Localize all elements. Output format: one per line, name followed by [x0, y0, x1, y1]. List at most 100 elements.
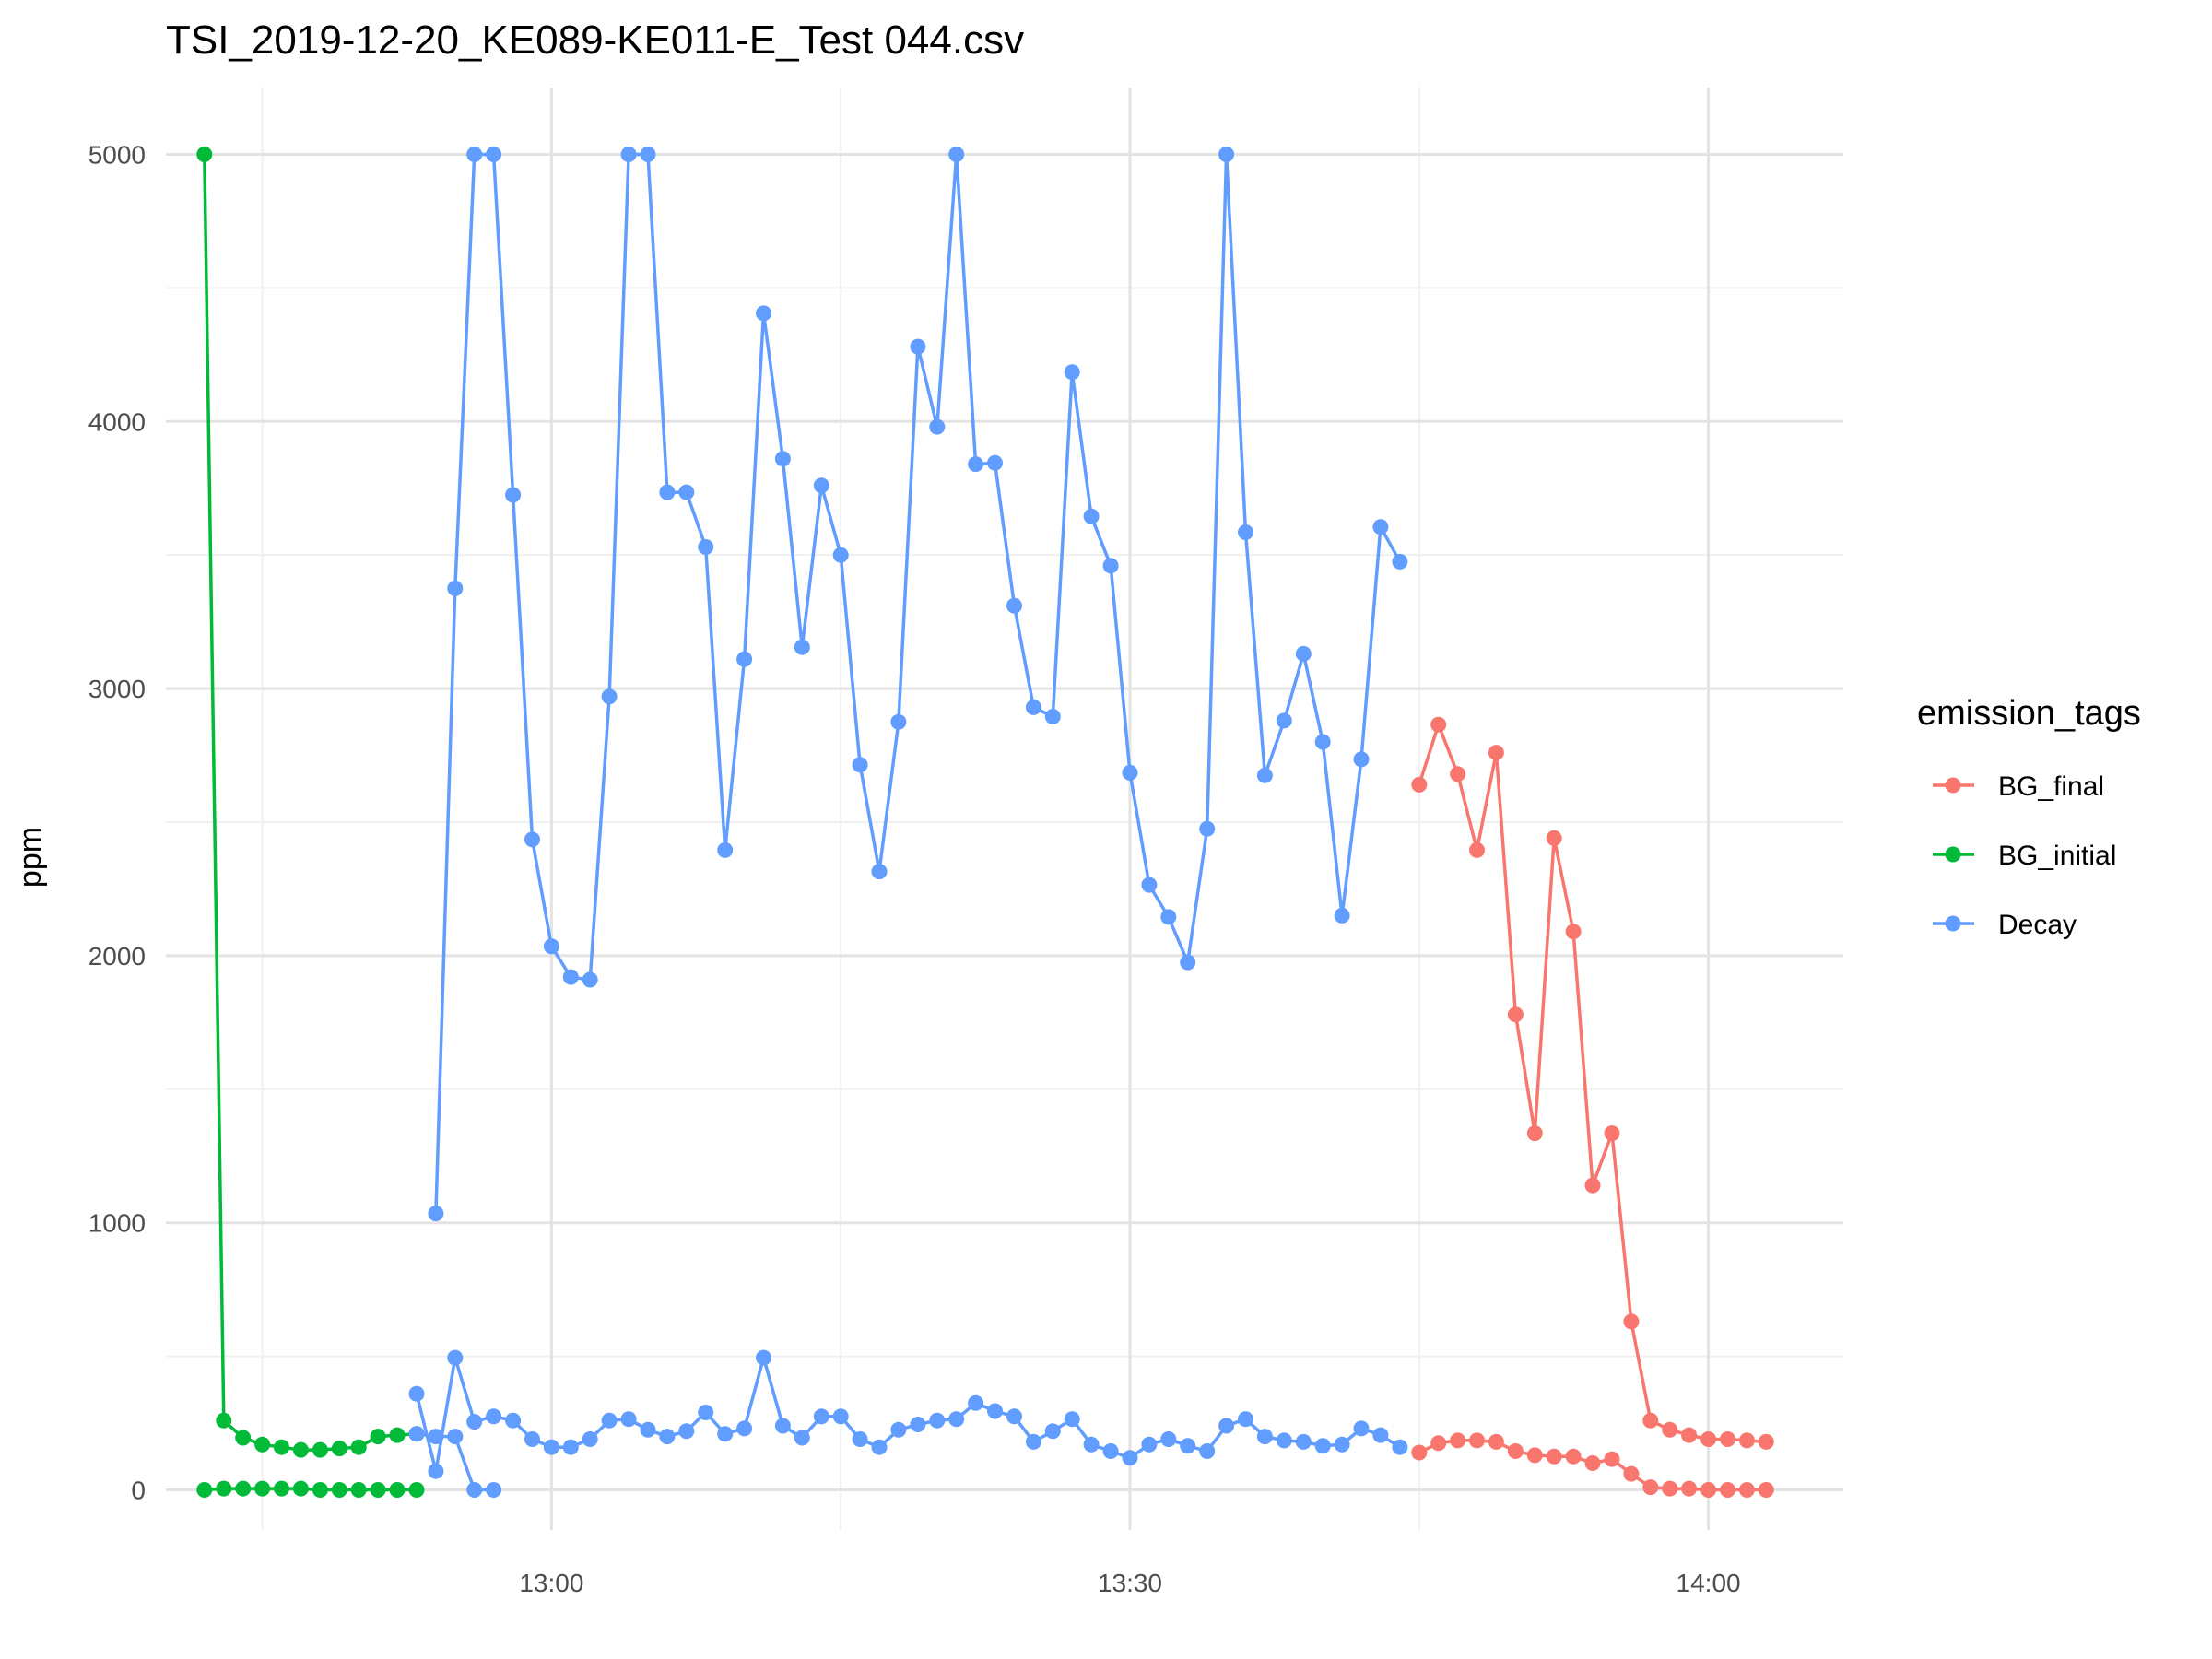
data-point [331, 1482, 347, 1498]
data-point [1720, 1431, 1735, 1447]
data-point [408, 1385, 425, 1402]
data-point [1238, 1411, 1253, 1428]
data-point [659, 1429, 676, 1445]
data-point [852, 1431, 868, 1447]
y-tick-label: 2000 [88, 942, 146, 971]
data-point [466, 1414, 483, 1430]
data-point [1430, 716, 1447, 733]
data-point [486, 147, 502, 162]
data-point [832, 1408, 849, 1425]
data-point [1122, 1450, 1138, 1466]
data-point [1314, 734, 1331, 750]
data-point [1006, 1408, 1022, 1425]
data-point [640, 1421, 656, 1438]
y-tick-label: 0 [131, 1477, 146, 1505]
data-point [948, 147, 965, 162]
legend-item-BG_initial: BG_initial [1998, 841, 2116, 871]
data-point [1334, 907, 1350, 924]
data-point [1430, 1435, 1447, 1452]
data-point [794, 1430, 810, 1446]
data-point [1180, 954, 1196, 971]
data-point [428, 1463, 444, 1479]
data-point [736, 1420, 753, 1437]
data-point [1546, 830, 1562, 846]
data-point [601, 1412, 618, 1429]
data-point [1604, 1125, 1620, 1142]
data-point [1256, 767, 1273, 783]
data-point [1584, 1177, 1601, 1194]
data-point [1083, 1436, 1100, 1453]
data-point [1160, 909, 1177, 925]
data-point [216, 1412, 232, 1429]
data-point [196, 147, 213, 162]
data-point [254, 1436, 271, 1453]
data-point [774, 1418, 791, 1434]
data-point [1141, 1436, 1158, 1453]
legend: emission_tags BG_final BG_initial Decay [1917, 694, 2141, 940]
data-point [235, 1430, 252, 1446]
data-point [1218, 147, 1235, 162]
data-point [312, 1482, 328, 1498]
data-point [813, 1408, 830, 1425]
data-point [1642, 1479, 1659, 1496]
series-line [415, 1356, 1401, 1473]
data-point [1411, 1444, 1428, 1461]
data-point [1392, 1439, 1408, 1455]
data-point [408, 1482, 425, 1498]
data-point [447, 580, 464, 596]
data-point [1642, 1412, 1659, 1429]
legend-item-Decay: Decay [1998, 910, 2077, 940]
data-point [987, 1403, 1003, 1419]
data-point [1700, 1482, 1717, 1498]
data-point [1507, 1443, 1524, 1459]
data-point [1392, 553, 1408, 570]
y-tick-label: 1000 [88, 1209, 146, 1238]
data-point [794, 639, 810, 655]
data-point [1102, 1443, 1119, 1459]
data-point [678, 484, 695, 500]
data-point [1218, 1418, 1235, 1434]
data-point [1604, 1451, 1620, 1467]
data-point [1276, 1432, 1292, 1449]
data-point [1064, 1411, 1080, 1428]
y-tick-label: 4000 [88, 407, 146, 436]
data-point [1700, 1431, 1717, 1447]
data-point [1025, 699, 1041, 715]
data-point [871, 1439, 888, 1455]
data-point [1353, 1420, 1370, 1437]
data-point [1372, 1427, 1389, 1443]
x-tick-label: 14:00 [1677, 1569, 1741, 1597]
data-point [562, 1439, 579, 1455]
data-point [852, 757, 868, 773]
data-point [1526, 1447, 1543, 1464]
data-point [582, 971, 598, 988]
data-point [562, 969, 579, 985]
data-point [678, 1423, 695, 1440]
data-point [1526, 1125, 1543, 1142]
data-point [350, 1482, 367, 1498]
data-point [505, 1412, 522, 1429]
x-tick-label: 13:00 [519, 1569, 583, 1597]
data-point [910, 1417, 926, 1432]
data-point [890, 713, 907, 730]
legend-title: emission_tags [1917, 694, 2141, 733]
data-point [1295, 1433, 1312, 1450]
data-point [389, 1482, 406, 1498]
data-point [389, 1427, 406, 1443]
data-point [292, 1441, 309, 1458]
series-line [203, 154, 418, 1452]
series-line [434, 152, 1402, 1214]
data-point [1064, 364, 1080, 381]
data-point [1353, 751, 1370, 768]
series-Decay [408, 147, 1408, 1498]
data-point [1334, 1436, 1350, 1453]
data-point [1006, 597, 1022, 614]
data-point [1102, 558, 1119, 574]
data-point [1025, 1433, 1041, 1450]
data-point [698, 1405, 714, 1420]
data-point [370, 1429, 386, 1445]
series-BG_final [1411, 716, 1774, 1498]
data-point [1546, 1448, 1562, 1465]
data-point [1450, 766, 1466, 782]
data-point [524, 1431, 540, 1447]
